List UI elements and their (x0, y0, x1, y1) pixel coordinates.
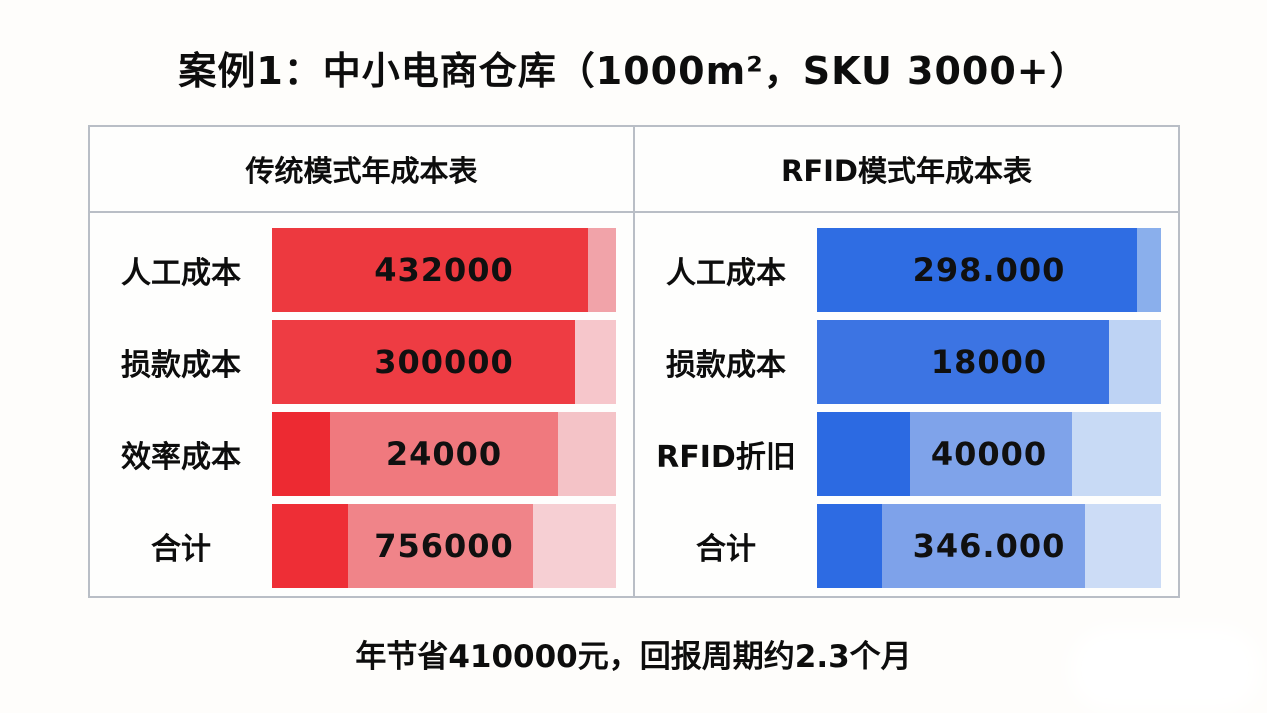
cost-bar-value: 18000 (930, 343, 1048, 381)
cost-row-label: 损款成本 (121, 348, 241, 383)
cost-bar-segment (330, 412, 558, 496)
blurred-watermark (1081, 639, 1249, 699)
panel-rfid-header: RFID模式年成本表 (635, 127, 1178, 213)
panel-rfid: RFID模式年成本表 人工成本 298.000 损款成本 18000 RFID折旧 400… (633, 127, 1178, 596)
cost-bar-segment (533, 504, 616, 588)
page-title: 案例1：中小电商仓库（1000m²，SKU 3000+） (178, 49, 1089, 93)
panel-rfid-body: 人工成本 298.000 损款成本 18000 RFID折旧 40000 合计 346.000 (635, 213, 1178, 604)
cost-bar-segment (347, 504, 534, 588)
cost-bar: 300000 (272, 320, 616, 404)
cost-row: 效率成本 24000 (90, 412, 633, 496)
cost-bar-segment (1071, 412, 1161, 496)
cost-bar: 24000 (272, 412, 616, 496)
cost-bar-segment (574, 320, 616, 404)
savings-summary-note: 年节省410000元，回报周期约2.3个月 (355, 639, 912, 675)
cost-bar-value: 24000 (385, 435, 503, 473)
cost-bar: 346.000 (817, 504, 1161, 588)
cost-bar-value: 300000 (374, 343, 514, 381)
cost-row-label: RFID折旧 (656, 440, 796, 475)
cost-bar-segment (272, 228, 589, 312)
cost-bar-segment (817, 320, 1110, 404)
cost-row-label: 效率成本 (121, 440, 241, 475)
cost-bar-segment (1136, 228, 1161, 312)
cost-row-label: 损款成本 (666, 348, 786, 383)
cost-bar-segment (272, 504, 348, 588)
cost-bar: 756000 (272, 504, 616, 588)
cost-bar-segment (817, 228, 1137, 312)
cost-row: 人工成本 298.000 (635, 228, 1178, 312)
cost-bar-value: 432000 (374, 251, 514, 289)
cost-row-label: 人工成本 (666, 256, 786, 291)
cost-comparison-table: 传统模式年成本表 人工成本 432000 损款成本 300000 效率成本 24000 合计… (88, 125, 1180, 598)
cost-bar: 432000 (272, 228, 616, 312)
panel-traditional: 传统模式年成本表 人工成本 432000 损款成本 300000 效率成本 24000 合计… (90, 127, 633, 596)
cost-bar-segment (817, 504, 883, 588)
cost-row: RFID折旧 40000 (635, 412, 1178, 496)
cost-bar-segment (1085, 504, 1161, 588)
cost-row: 损款成本 300000 (90, 320, 633, 404)
cost-bar-value: 298.000 (912, 251, 1066, 289)
cost-row-label: 人工成本 (121, 256, 241, 291)
cost-bar-segment (909, 412, 1072, 496)
cost-bar-segment (557, 412, 616, 496)
panel-traditional-body: 人工成本 432000 损款成本 300000 效率成本 24000 合计 756000 (90, 213, 633, 604)
cost-row-label: 合计 (151, 532, 211, 567)
cost-row: 合计 756000 (90, 504, 633, 588)
cost-bar-value: 756000 (374, 527, 514, 565)
cost-row: 人工成本 432000 (90, 228, 633, 312)
panel-traditional-header: 传统模式年成本表 (90, 127, 633, 213)
cost-row: 损款成本 18000 (635, 320, 1178, 404)
cost-bar-segment (1109, 320, 1161, 404)
cost-bar: 40000 (817, 412, 1161, 496)
cost-bar-segment (882, 504, 1086, 588)
cost-bar-segment (588, 228, 616, 312)
cost-bar: 298.000 (817, 228, 1161, 312)
cost-bar-value: 346.000 (912, 527, 1066, 565)
cost-bar-segment (272, 320, 575, 404)
cost-row: 合计 346.000 (635, 504, 1178, 588)
cost-bar: 18000 (817, 320, 1161, 404)
cost-bar-segment (817, 412, 910, 496)
cost-bar-value: 40000 (930, 435, 1048, 473)
cost-bar-segment (272, 412, 331, 496)
cost-row-label: 合计 (696, 532, 756, 567)
